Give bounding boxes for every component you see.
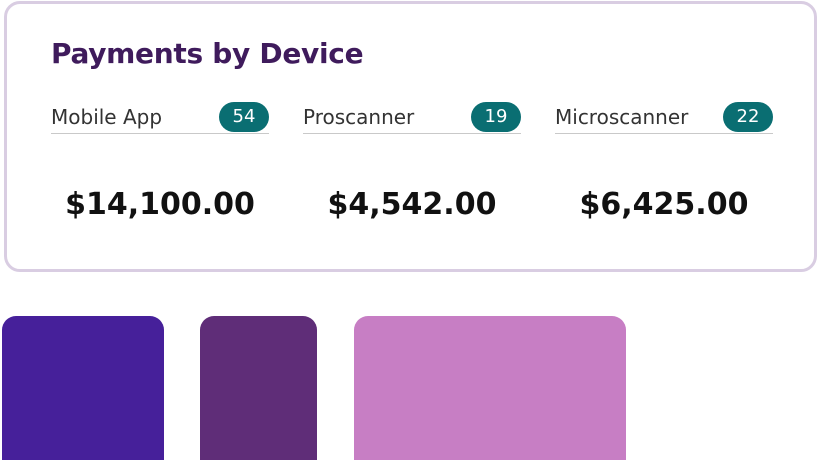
device-name: Microscanner <box>555 105 689 129</box>
device-amount: $4,542.00 <box>327 187 497 222</box>
color-swatch-purple <box>200 316 317 460</box>
card-title: Payments by Device <box>51 37 364 70</box>
color-swatch-orchid <box>354 316 626 460</box>
device-header: Microscanner 22 <box>555 99 773 134</box>
payments-by-device-card: Payments by Device Mobile App 54 $14,100… <box>4 1 817 272</box>
device-name: Proscanner <box>303 105 415 129</box>
device-mobile-app: Mobile App 54 $14,100.00 <box>51 99 269 222</box>
device-amount: $6,425.00 <box>579 187 749 222</box>
count-badge: 22 <box>723 102 773 132</box>
device-header: Mobile App 54 <box>51 99 269 134</box>
count-badge: 19 <box>471 102 521 132</box>
device-name: Mobile App <box>51 105 163 129</box>
device-header: Proscanner 19 <box>303 99 521 134</box>
color-swatch-indigo <box>2 316 164 460</box>
count-badge: 54 <box>219 102 269 132</box>
device-amount: $14,100.00 <box>65 187 255 222</box>
device-proscanner: Proscanner 19 $4,542.00 <box>303 99 521 222</box>
device-microscanner: Microscanner 22 $6,425.00 <box>555 99 773 222</box>
